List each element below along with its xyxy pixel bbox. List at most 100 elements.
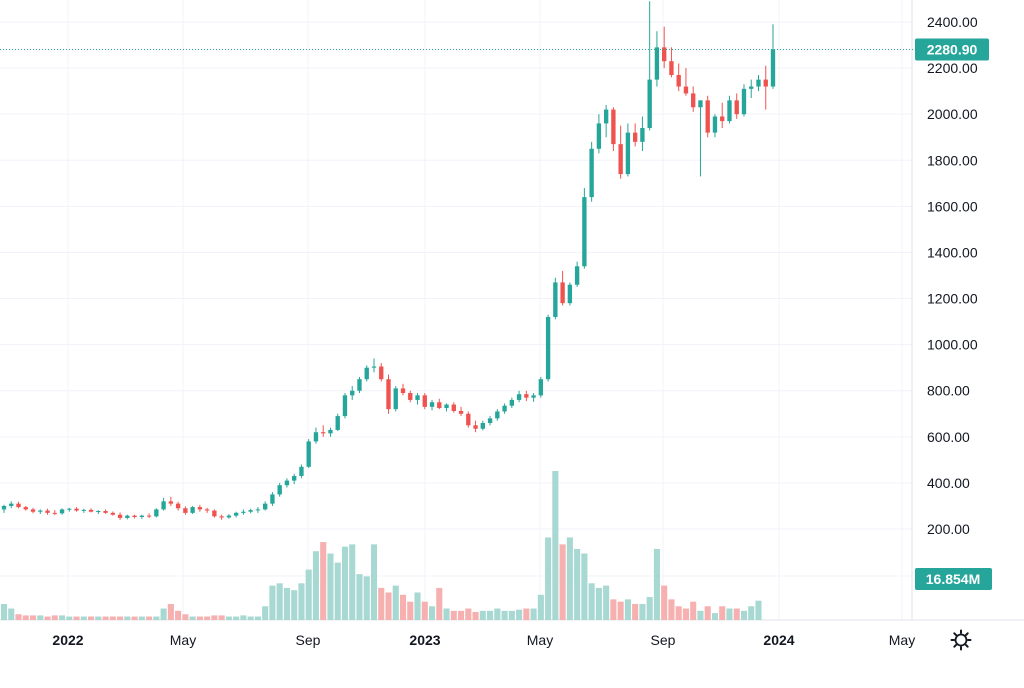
volume-bar — [748, 606, 755, 620]
price-tick-label: 1200.00 — [927, 291, 978, 307]
candle-body — [1, 505, 7, 510]
candle-body — [582, 197, 587, 267]
time-axis[interactable]: 2022 May Sep 2023 May Sep 2024 May — [52, 632, 915, 648]
candle-body — [480, 422, 485, 429]
candle-body — [67, 508, 72, 510]
volume-bar — [516, 609, 523, 620]
volume-bar — [443, 608, 450, 620]
time-tick-label: Sep — [651, 632, 676, 648]
candle-body — [248, 510, 253, 512]
candle-body — [110, 512, 115, 515]
candle-body — [516, 394, 522, 400]
candle-body — [52, 512, 57, 514]
volume-bar — [305, 569, 312, 620]
volume-bar — [370, 544, 378, 620]
candle-body — [161, 501, 166, 510]
candle-body — [139, 515, 145, 518]
volume-bar — [385, 592, 392, 620]
volume-bar — [545, 537, 552, 620]
volume-bar — [334, 562, 341, 620]
candle-body — [560, 282, 565, 304]
candle-body — [117, 514, 123, 518]
candle-body — [705, 100, 710, 133]
candle-body — [589, 148, 594, 198]
volume-bar — [617, 601, 624, 620]
candle-body — [487, 418, 493, 423]
candle-body — [132, 515, 137, 518]
candle-body — [284, 480, 290, 486]
candle-body — [574, 266, 580, 285]
candle-body — [30, 509, 36, 512]
candle-body — [770, 49, 776, 87]
candle-body — [654, 47, 660, 80]
volume-bar — [88, 616, 95, 620]
price-tick-label: 2200.00 — [927, 60, 978, 76]
price-tick-label: 800.00 — [927, 383, 970, 399]
candle-body — [567, 284, 573, 304]
volume-bar — [704, 606, 711, 620]
candle-body — [415, 395, 420, 400]
time-tick-label: 2022 — [52, 632, 83, 648]
candle-body — [146, 515, 152, 517]
volume-bar — [458, 610, 465, 620]
candle-body — [756, 79, 761, 87]
chart-settings-button[interactable] — [948, 627, 974, 653]
volume-bar — [204, 616, 211, 620]
candle-body — [313, 432, 319, 442]
candle-body — [734, 100, 739, 115]
candle-body — [458, 411, 464, 414]
volume-bar — [392, 585, 399, 620]
candle-body — [451, 404, 456, 412]
volume-bar — [697, 610, 704, 620]
candle-body — [350, 390, 355, 396]
price-tick-label: 1400.00 — [927, 244, 978, 260]
candle-body — [103, 511, 108, 513]
volume-bar — [719, 606, 726, 620]
candle-body — [262, 503, 268, 510]
volume-bar — [124, 616, 131, 620]
price-axis[interactable]: 2400.00 2200.00 2000.00 1800.00 1600.00 1400.… — [927, 14, 978, 537]
candle-body — [727, 100, 732, 122]
volume-bar — [740, 610, 748, 620]
volume-bar — [298, 583, 305, 620]
candle-body — [509, 399, 515, 406]
volume-bar — [407, 601, 414, 620]
volume-bar — [639, 603, 646, 620]
volume-bar — [711, 613, 719, 620]
candle-body — [190, 507, 195, 513]
volume-bar — [138, 616, 145, 620]
volume-bar — [131, 616, 138, 620]
candle-body — [763, 79, 768, 87]
volume-bar — [581, 553, 588, 620]
candle-body — [691, 93, 696, 108]
candle-body — [9, 503, 14, 506]
volume-bar — [8, 608, 15, 620]
volume-bar — [588, 583, 595, 620]
candle-body — [596, 123, 602, 149]
volume-bar — [450, 610, 457, 620]
volume-bar — [726, 608, 733, 620]
volume-bar — [414, 592, 421, 620]
volume-bar — [479, 610, 486, 620]
last-price-badge: 2280.90 — [915, 38, 989, 61]
volume-bar — [733, 608, 740, 620]
gear-icon — [950, 629, 972, 651]
volume-bar — [276, 583, 283, 620]
time-tick-label: Sep — [296, 632, 321, 648]
candle-body — [400, 388, 406, 394]
candle-body — [204, 509, 210, 511]
candle-body — [168, 501, 174, 504]
candle-body — [335, 416, 340, 430]
candle-body — [255, 509, 261, 511]
candle-body — [495, 411, 500, 419]
candle-body — [473, 425, 478, 429]
candle-body — [292, 475, 297, 481]
candle-body — [676, 75, 681, 87]
volume-bar — [0, 603, 8, 620]
volume-bar — [349, 544, 356, 620]
volume-bar — [523, 608, 530, 620]
price-tick-label: 2400.00 — [927, 14, 978, 30]
price-tick-label: 2000.00 — [927, 106, 978, 122]
